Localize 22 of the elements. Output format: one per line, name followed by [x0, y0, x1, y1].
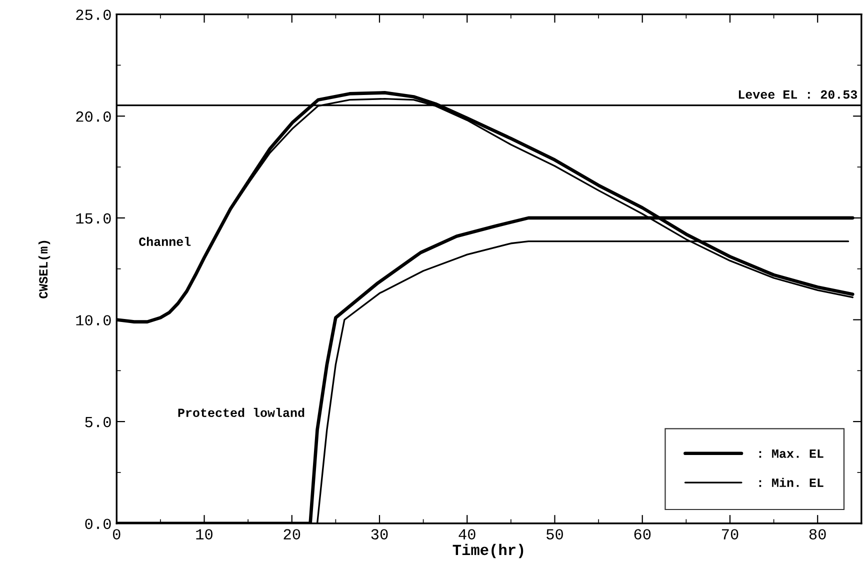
x-tick-label: 80 [809, 529, 826, 540]
y-axis-title: CWSEL(m) [38, 240, 50, 298]
x-tick-label: 50 [546, 529, 563, 540]
x-axis-title: Time(hr) [452, 544, 524, 558]
y-tick-label: 15.0 [76, 213, 111, 224]
y-tick-label: 5.0 [85, 416, 111, 428]
x-tick-label: 30 [371, 529, 388, 540]
y-tick-label: 25.0 [76, 10, 111, 20]
x-tick-label: 10 [196, 529, 212, 540]
y-tick-label: 20.0 [76, 111, 111, 122]
x-tick-label: 40 [458, 529, 476, 540]
y-tick-label: 10.0 [76, 315, 111, 326]
legend-label: : Min. EL [759, 478, 824, 487]
annotation: Channel [139, 236, 191, 246]
x-tick-label: 0 [112, 529, 120, 540]
ref-line-label: Levee EL : 20.53 [738, 90, 858, 99]
annotation: Protected lowland [178, 408, 304, 418]
legend-label: : Max. EL [759, 450, 824, 458]
x-tick-label: 70 [722, 529, 738, 540]
y-tick-label: 0.0 [85, 518, 111, 530]
x-tick-label: 60 [634, 529, 651, 540]
x-tick-label: 20 [284, 529, 300, 540]
